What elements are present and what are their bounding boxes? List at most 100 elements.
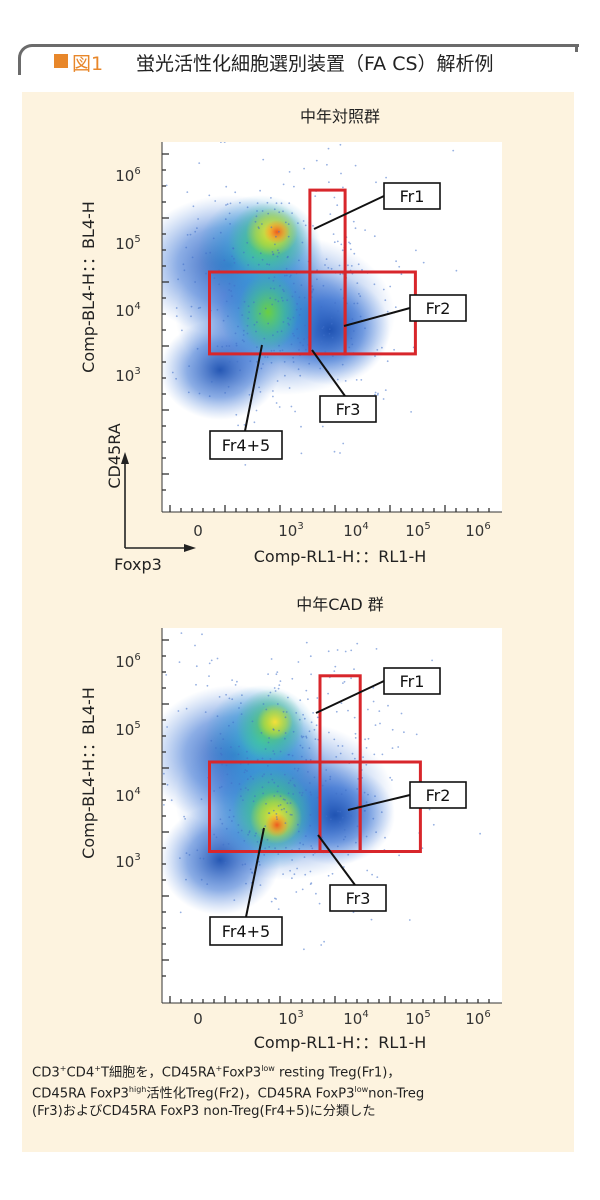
event-dot bbox=[299, 374, 302, 377]
event-dot bbox=[337, 310, 339, 312]
event-dot bbox=[232, 721, 235, 724]
event-dot bbox=[356, 788, 359, 790]
event-dot bbox=[256, 758, 259, 761]
event-dot bbox=[224, 861, 227, 864]
gate-leader-line bbox=[311, 349, 346, 397]
event-dot bbox=[231, 698, 234, 701]
event-dot bbox=[381, 753, 384, 756]
event-dot bbox=[274, 298, 277, 301]
event-dot bbox=[220, 52, 222, 54]
event-dot bbox=[225, 827, 228, 830]
event-dot bbox=[179, 911, 182, 914]
event-dot bbox=[256, 321, 258, 324]
event-dot bbox=[330, 267, 333, 270]
event-dot bbox=[275, 673, 278, 676]
event-dot bbox=[277, 908, 280, 910]
event-dot bbox=[214, 200, 217, 202]
event-dot bbox=[165, 674, 168, 676]
event-dot bbox=[188, 854, 191, 856]
event-dot bbox=[311, 322, 314, 324]
event-dot bbox=[327, 650, 330, 653]
event-dot bbox=[216, 308, 219, 311]
event-dot bbox=[343, 828, 346, 831]
event-dot bbox=[252, 256, 254, 259]
event-dot bbox=[479, 832, 481, 835]
event-dot bbox=[185, 246, 188, 249]
event-dot bbox=[241, 694, 243, 697]
event-dot bbox=[347, 853, 350, 856]
event-dot bbox=[190, 305, 193, 308]
event-dot bbox=[321, 836, 324, 839]
event-dot bbox=[287, 753, 290, 756]
event-dot bbox=[247, 264, 250, 266]
event-dot bbox=[177, 278, 180, 281]
event-dot bbox=[219, 231, 222, 234]
event-dot bbox=[228, 289, 231, 291]
event-dot bbox=[350, 814, 352, 817]
title-square-icon bbox=[54, 54, 68, 68]
event-dot bbox=[256, 360, 258, 363]
event-dot bbox=[324, 780, 327, 782]
event-dot bbox=[232, 815, 235, 818]
event-dot bbox=[303, 167, 305, 170]
event-dot bbox=[246, 770, 248, 772]
event-dot bbox=[330, 317, 333, 319]
event-dot bbox=[288, 324, 290, 326]
event-dot bbox=[255, 215, 258, 218]
event-dot bbox=[228, 724, 230, 727]
event-dot bbox=[342, 866, 345, 868]
event-dot bbox=[237, 831, 240, 834]
event-dot bbox=[305, 789, 307, 791]
inset-y-label: CD45RA bbox=[105, 423, 124, 488]
event-dot bbox=[219, 128, 221, 130]
event-dot bbox=[351, 318, 354, 320]
event-dot bbox=[270, 226, 273, 229]
event-dot bbox=[365, 763, 368, 766]
event-dot bbox=[243, 424, 246, 426]
event-dot bbox=[279, 795, 282, 798]
event-dot bbox=[291, 777, 294, 780]
event-dot bbox=[225, 345, 228, 347]
event-dot bbox=[229, 202, 232, 205]
event-dot bbox=[189, 233, 192, 236]
event-dot bbox=[269, 287, 272, 290]
event-dot bbox=[228, 282, 231, 285]
event-dot bbox=[275, 402, 278, 404]
event-dot bbox=[239, 201, 241, 204]
event-dot bbox=[273, 349, 275, 352]
x-tick-label: 106 bbox=[465, 1009, 490, 1028]
event-dot bbox=[287, 782, 290, 784]
event-dot bbox=[149, 807, 151, 809]
event-dot bbox=[284, 799, 286, 801]
svg-text:105: 105 bbox=[405, 521, 430, 540]
event-dot bbox=[248, 393, 251, 396]
event-dot bbox=[352, 330, 355, 332]
event-dot bbox=[350, 337, 353, 340]
flow-plot-1: 中年対照群 0 103 104 105 106 103 104 105 106 Comp-RL1-H… bbox=[79, 52, 502, 574]
event-dot bbox=[194, 281, 197, 283]
event-dot bbox=[240, 702, 242, 704]
event-dot bbox=[329, 778, 331, 781]
event-dot bbox=[220, 142, 222, 143]
event-dot bbox=[353, 252, 356, 255]
y-tick-label: 103 bbox=[115, 852, 140, 871]
event-dot bbox=[373, 283, 376, 286]
event-dot bbox=[224, 218, 227, 221]
event-dot bbox=[432, 823, 435, 826]
event-dot bbox=[267, 212, 270, 215]
event-dot bbox=[319, 343, 322, 345]
event-dot bbox=[212, 237, 215, 240]
event-dot bbox=[271, 303, 274, 306]
event-dot bbox=[299, 744, 302, 747]
event-dot bbox=[263, 337, 266, 340]
event-dot bbox=[357, 263, 360, 266]
event-dot bbox=[239, 788, 242, 791]
event-dot bbox=[297, 767, 300, 770]
event-dot bbox=[208, 662, 211, 665]
event-dot bbox=[259, 252, 262, 255]
event-dot bbox=[197, 218, 200, 220]
event-dot bbox=[310, 793, 312, 796]
event-dot bbox=[363, 810, 366, 812]
event-dot bbox=[241, 863, 244, 866]
event-dot bbox=[384, 836, 386, 839]
